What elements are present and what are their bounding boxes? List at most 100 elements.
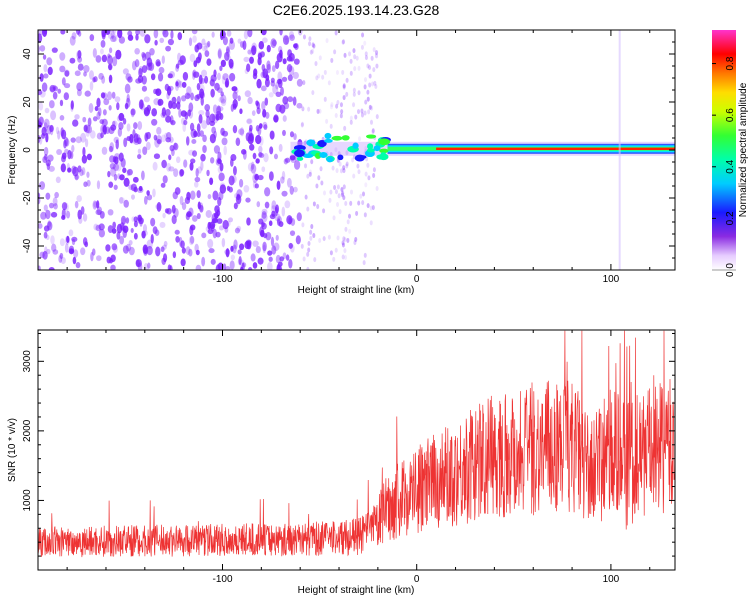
noise-speck bbox=[175, 81, 179, 87]
noise-speck bbox=[146, 190, 150, 196]
noise-speck bbox=[135, 30, 141, 36]
noise-speck bbox=[71, 144, 75, 153]
noise-speck bbox=[317, 175, 321, 181]
noise-speck bbox=[42, 250, 48, 260]
noise-speck bbox=[101, 54, 108, 63]
noise-speck bbox=[352, 48, 356, 54]
noise-speck bbox=[95, 209, 102, 216]
noise-speck bbox=[38, 33, 43, 43]
noise-speck bbox=[89, 34, 95, 42]
noise-speck bbox=[263, 124, 268, 130]
noise-speck bbox=[108, 126, 115, 135]
noise-speck bbox=[152, 161, 158, 171]
noise-speck bbox=[333, 184, 337, 190]
noise-speck bbox=[246, 217, 251, 226]
noise-speck bbox=[366, 203, 370, 209]
snr-x-ticks: -100 0 100 bbox=[66, 330, 651, 585]
noise-speck bbox=[211, 218, 219, 224]
noise-speck bbox=[189, 162, 194, 171]
noise-speck bbox=[245, 132, 251, 142]
noise-speck bbox=[266, 63, 271, 74]
noise-speck bbox=[57, 88, 62, 94]
noise-speck bbox=[257, 125, 262, 136]
noise-speck bbox=[322, 236, 326, 242]
noise-speck bbox=[123, 137, 128, 148]
noise-speck bbox=[119, 235, 125, 245]
noise-speck bbox=[103, 98, 110, 106]
noise-speck bbox=[217, 151, 222, 162]
signal-blob bbox=[379, 148, 389, 154]
noise-speck bbox=[270, 205, 277, 213]
noise-speck bbox=[179, 55, 186, 65]
noise-speck bbox=[105, 244, 111, 252]
noise-speck bbox=[308, 36, 312, 42]
noise-speck bbox=[100, 132, 104, 139]
noise-speck bbox=[357, 169, 361, 175]
noise-speck bbox=[214, 211, 219, 219]
noise-speck bbox=[86, 171, 90, 178]
noise-speck bbox=[153, 98, 160, 106]
noise-speck bbox=[306, 206, 310, 212]
noise-speck bbox=[188, 109, 194, 119]
noise-speck bbox=[341, 242, 345, 248]
noise-speck bbox=[161, 159, 167, 169]
noise-speck bbox=[302, 80, 306, 86]
noise-speck bbox=[258, 123, 263, 129]
noise-speck bbox=[46, 57, 53, 66]
noise-speck bbox=[271, 200, 277, 210]
noise-speck bbox=[102, 125, 107, 135]
noise-speck bbox=[178, 108, 182, 118]
noise-speck bbox=[183, 159, 188, 168]
noise-speck bbox=[195, 249, 200, 256]
noise-speck bbox=[239, 127, 245, 137]
noise-speck bbox=[137, 120, 143, 130]
noise-speck bbox=[307, 106, 311, 112]
noise-speck bbox=[281, 206, 286, 217]
noise-speck bbox=[162, 212, 166, 219]
noise-speck bbox=[313, 257, 317, 263]
snr-xlabel: Height of straight line (km) bbox=[298, 585, 415, 596]
noise-speck bbox=[230, 245, 234, 252]
noise-speck bbox=[342, 84, 346, 90]
noise-speck bbox=[214, 205, 220, 214]
noise-speck bbox=[130, 183, 137, 192]
noise-speck bbox=[178, 80, 183, 88]
noise-speck bbox=[275, 91, 282, 97]
spectrogram-x-ticks: -100 0 100 bbox=[66, 30, 651, 285]
noise-speck bbox=[205, 209, 212, 218]
noise-speck bbox=[72, 119, 79, 127]
noise-speck bbox=[199, 130, 204, 137]
noise-speck bbox=[83, 124, 88, 133]
noise-speck bbox=[137, 148, 142, 155]
noise-speck bbox=[175, 63, 180, 69]
noise-speck bbox=[196, 212, 201, 220]
noise-speck bbox=[267, 261, 273, 270]
noise-speck bbox=[340, 192, 344, 198]
noise-speck bbox=[218, 225, 225, 231]
noise-speck bbox=[137, 153, 142, 160]
noise-speck bbox=[155, 246, 161, 257]
noise-speck bbox=[289, 185, 294, 195]
noise-speck bbox=[65, 210, 71, 219]
noise-speck bbox=[225, 248, 230, 258]
noise-speck bbox=[341, 240, 345, 246]
noise-speck bbox=[130, 227, 134, 234]
noise-speck bbox=[47, 220, 52, 228]
noise-speck bbox=[81, 167, 86, 176]
noise-speck bbox=[293, 133, 297, 141]
noise-speck bbox=[303, 140, 307, 146]
noise-speck bbox=[367, 175, 371, 181]
noise-speck bbox=[327, 80, 331, 86]
noise-speck bbox=[168, 166, 175, 172]
noise-speck bbox=[136, 134, 141, 141]
noise-speck bbox=[68, 245, 75, 254]
noise-speck bbox=[167, 38, 174, 46]
noise-speck bbox=[147, 262, 151, 269]
noise-speck bbox=[167, 73, 173, 79]
noise-speck bbox=[83, 181, 88, 188]
noise-speck bbox=[159, 37, 165, 44]
noise-speck bbox=[349, 200, 353, 206]
noise-speck bbox=[102, 109, 107, 116]
noise-speck bbox=[82, 237, 88, 246]
noise-speck bbox=[282, 96, 289, 105]
